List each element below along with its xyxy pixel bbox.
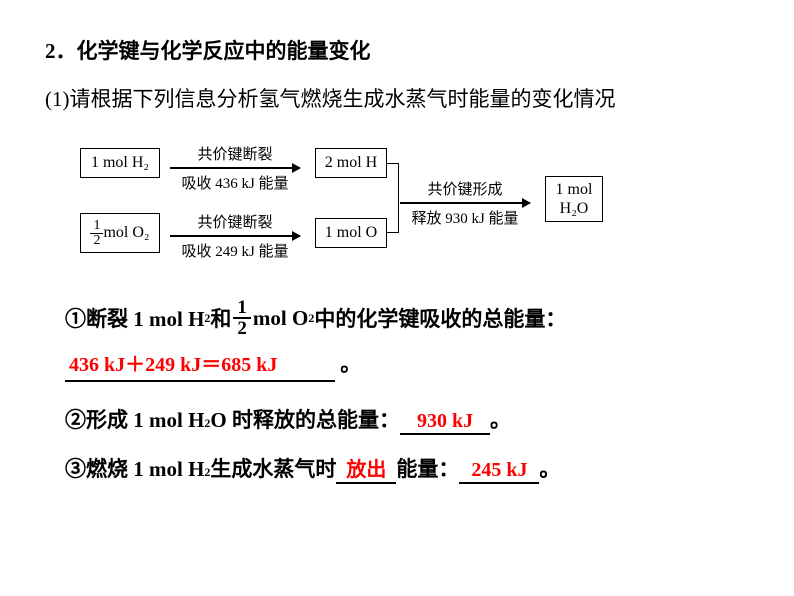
energy-diagram: 1 mol H₂ 12 mol O₂ 共价键断裂 吸收 436 kJ 能量 共价… [80,143,749,263]
question-prompt: (1)请根据下列信息分析氢气燃烧生成水蒸气时能量的变化情况 [45,83,749,113]
question-2: ②形成 1 mol H2O 时释放的总能量： 930 kJ 。 [65,404,749,435]
arrow-form: 共价键形成 释放 930 kJ 能量 [400,178,530,228]
section-title: 2．化学键与化学反应中的能量变化 [45,35,749,65]
box-h2o: 1 mol H₂O [545,176,603,222]
question-1: ①断裂 1 mol H2 和 12 mol O2 中的化学键吸收的总能量： [65,298,749,338]
box-2h: 2 mol H [315,148,387,178]
box-o2: 12 mol O₂ [80,213,160,253]
box-1o: 1 mol O [315,218,387,248]
arrow-o2-break: 共价键断裂 吸收 249 kJ 能量 [170,211,300,261]
merge-bracket [387,163,399,233]
box-h2: 1 mol H₂ [80,148,160,178]
question-1-answer: 436 kJ＋249 kJ＝685 kJ 。 [65,348,749,382]
arrow-h2-break: 共价键断裂 吸收 436 kJ 能量 [170,143,300,193]
question-3: ③燃烧 1 mol H2 生成水蒸气时 放出 能量： 245 kJ 。 [65,453,749,484]
